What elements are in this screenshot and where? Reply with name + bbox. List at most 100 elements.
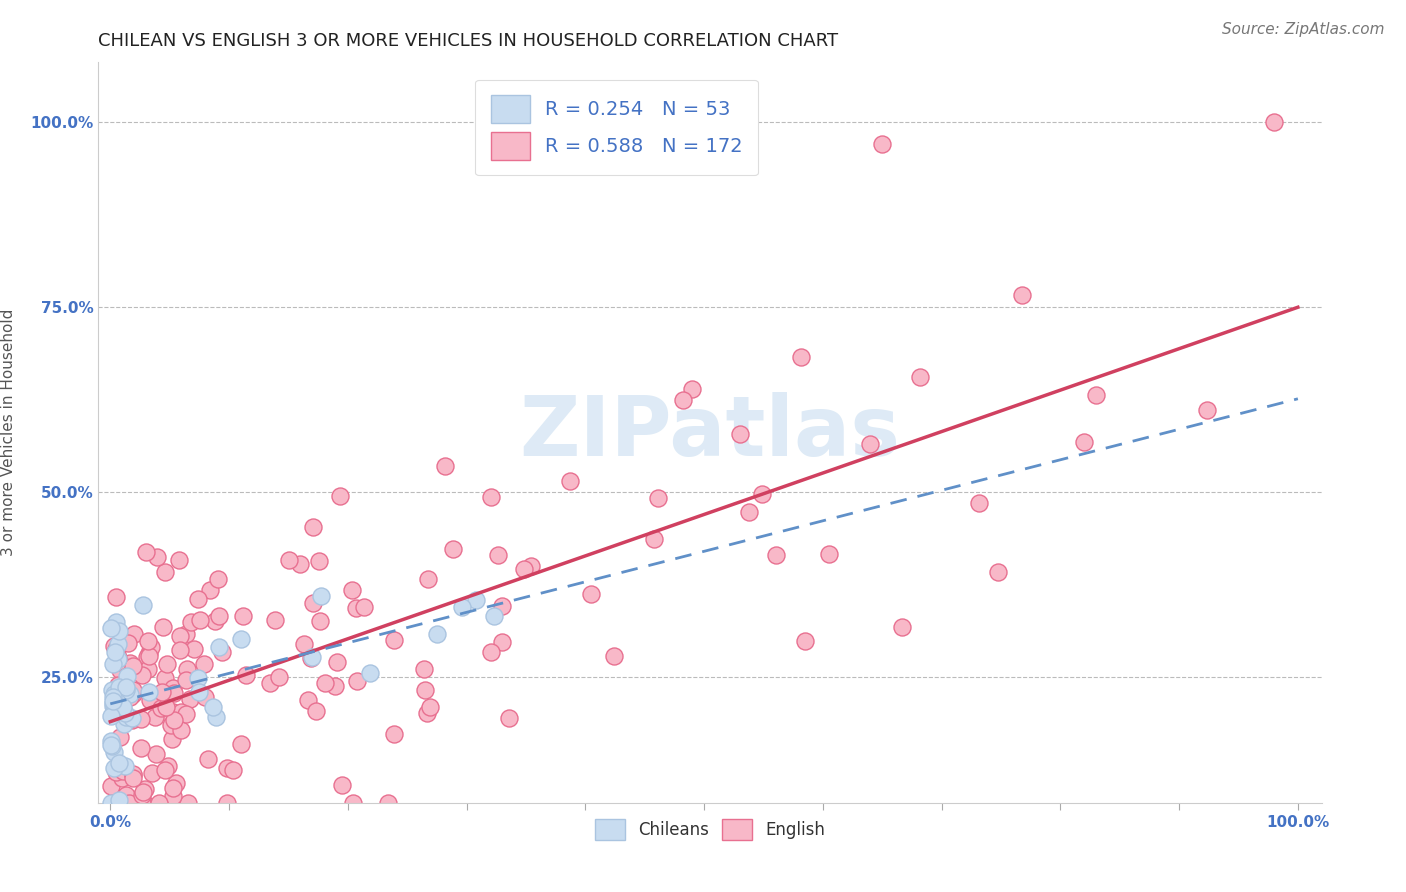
Point <box>498 711 520 725</box>
Point <box>308 554 330 568</box>
Point <box>111 796 134 810</box>
Point <box>122 768 145 782</box>
Point <box>169 642 191 657</box>
Point <box>107 649 129 664</box>
Point <box>235 668 257 682</box>
Point <box>104 645 127 659</box>
Point <box>108 730 131 744</box>
Point <box>308 614 330 628</box>
Point <box>141 766 163 780</box>
Point <box>107 637 129 651</box>
Point <box>180 615 202 629</box>
Text: Source: ZipAtlas.com: Source: ZipAtlas.com <box>1222 22 1385 37</box>
Point <box>132 785 155 799</box>
Point <box>451 599 474 614</box>
Point <box>111 764 134 778</box>
Point <box>110 698 132 712</box>
Point <box>131 796 153 810</box>
Point <box>110 704 132 718</box>
Point <box>115 788 138 802</box>
Point <box>579 587 602 601</box>
Point <box>100 622 122 636</box>
Point <box>112 717 135 731</box>
Point <box>301 596 323 610</box>
Text: CHILEAN VS ENGLISH 3 OR MORE VEHICLES IN HOUSEHOLD CORRELATION CHART: CHILEAN VS ENGLISH 3 OR MORE VEHICLES IN… <box>98 32 838 50</box>
Point <box>131 667 153 681</box>
Point <box>103 639 125 653</box>
Point <box>491 635 513 649</box>
Point <box>377 796 399 810</box>
Point <box>818 547 841 561</box>
Point <box>122 772 145 786</box>
Point <box>301 650 323 665</box>
Point <box>162 681 184 696</box>
Point <box>117 636 139 650</box>
Point <box>859 437 882 451</box>
Point <box>141 640 163 655</box>
Point <box>112 700 135 714</box>
Point <box>512 562 534 576</box>
Point <box>160 731 183 746</box>
Point <box>136 662 159 676</box>
Point <box>215 761 238 775</box>
Point <box>145 747 167 762</box>
Point <box>114 706 136 721</box>
Point <box>143 710 166 724</box>
Point <box>207 572 229 586</box>
Point <box>131 789 153 803</box>
Point <box>987 565 1010 579</box>
Point <box>107 652 129 666</box>
Point <box>464 592 486 607</box>
Point <box>132 599 155 613</box>
Point <box>183 641 205 656</box>
Point <box>479 645 502 659</box>
Point <box>118 711 141 725</box>
Point <box>103 745 125 759</box>
Point <box>108 664 131 678</box>
Point <box>169 629 191 643</box>
Point <box>259 676 281 690</box>
Point <box>103 687 125 701</box>
Point <box>165 776 187 790</box>
Point <box>121 713 143 727</box>
Point <box>131 796 153 810</box>
Point <box>413 683 436 698</box>
Point <box>222 763 245 777</box>
Point <box>342 796 364 810</box>
Point <box>100 734 122 748</box>
Point <box>479 490 502 504</box>
Point <box>134 796 156 810</box>
Point <box>217 796 239 810</box>
Point <box>115 710 138 724</box>
Point <box>346 674 368 689</box>
Point <box>179 692 201 706</box>
Point <box>107 655 129 669</box>
Point <box>101 683 124 698</box>
Point <box>108 685 131 699</box>
Point <box>560 474 582 488</box>
Point <box>738 505 761 519</box>
Point <box>107 678 129 692</box>
Point <box>107 706 129 721</box>
Point <box>100 779 122 793</box>
Point <box>138 646 160 660</box>
Point <box>204 615 226 629</box>
Point <box>108 680 131 694</box>
Point <box>681 382 703 396</box>
Point <box>110 696 132 710</box>
Point <box>101 696 124 710</box>
Point <box>105 695 128 709</box>
Point <box>326 655 349 669</box>
Point <box>314 676 336 690</box>
Point <box>416 706 439 720</box>
Point <box>491 599 513 613</box>
Point <box>426 627 449 641</box>
Point <box>162 705 184 719</box>
Point <box>344 600 367 615</box>
Legend: Chileans, English: Chileans, English <box>588 813 832 847</box>
Point <box>1084 388 1107 402</box>
Point <box>177 796 200 810</box>
Point <box>104 615 127 630</box>
Point <box>301 520 323 534</box>
Point <box>108 624 131 639</box>
